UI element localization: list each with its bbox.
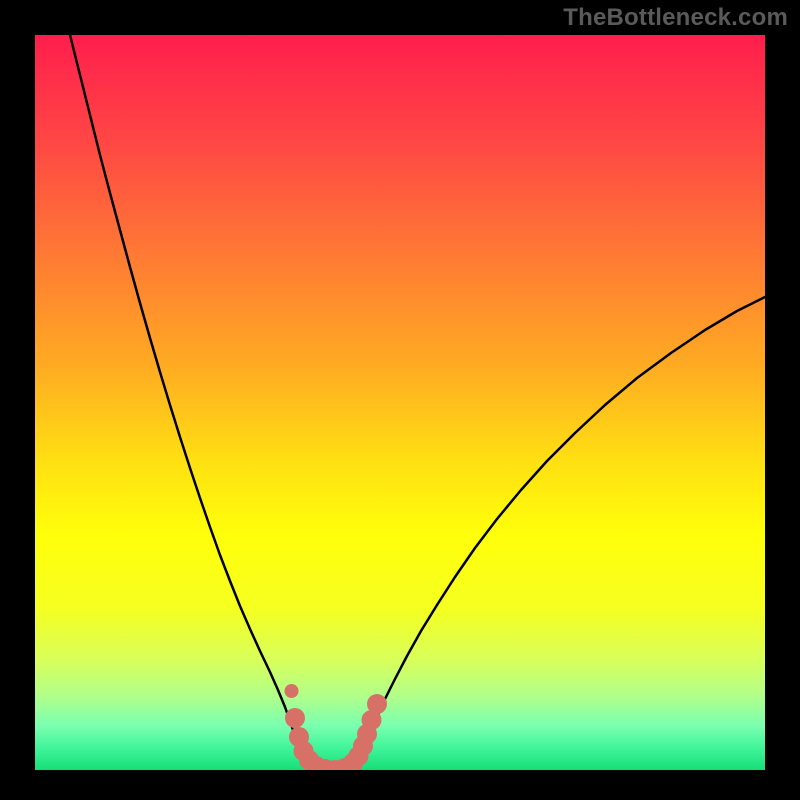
bottleneck-curve	[70, 35, 765, 770]
chart-svg	[35, 35, 765, 770]
watermark-text: TheBottleneck.com	[563, 4, 788, 32]
plot-area	[35, 35, 765, 770]
figure-container: TheBottleneck.com	[0, 0, 800, 800]
valley-marker	[367, 694, 387, 714]
valley-marker	[285, 684, 299, 698]
valley-marker	[285, 708, 305, 728]
